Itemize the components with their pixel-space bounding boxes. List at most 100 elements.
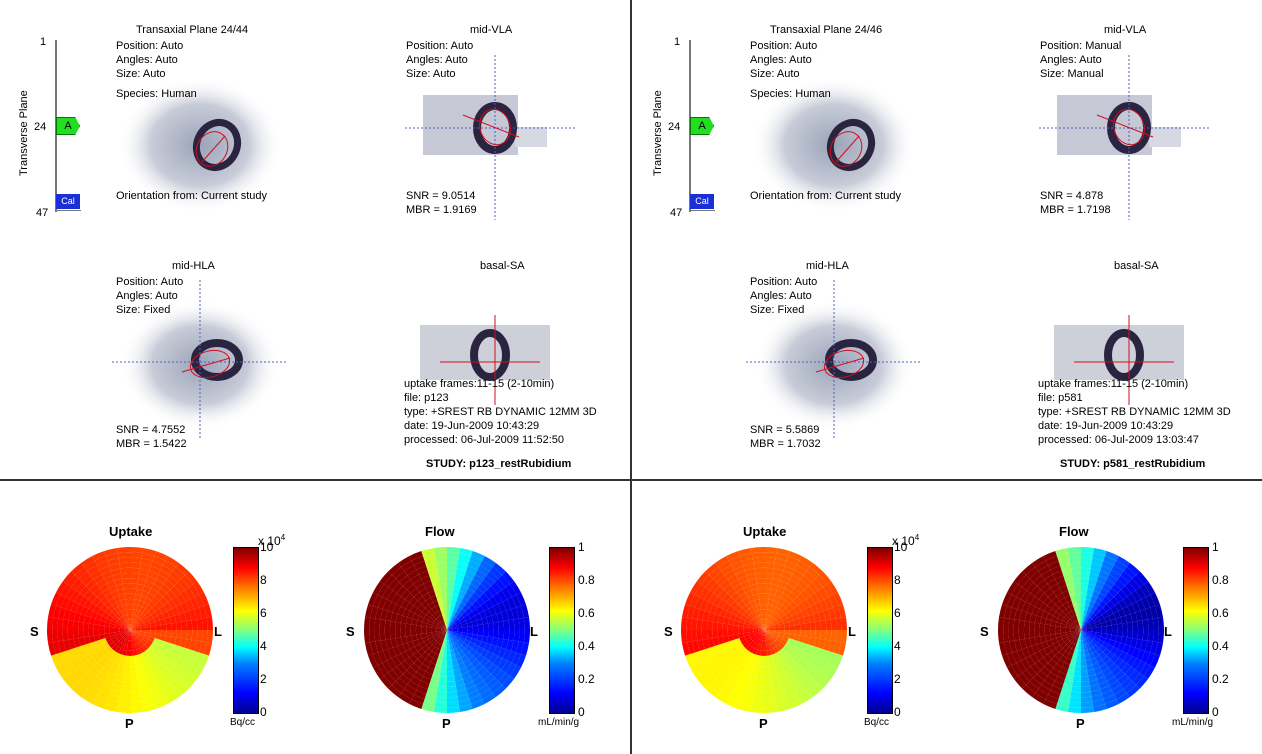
polar-segment [1055,630,1061,635]
polar-segment [180,647,190,659]
polar-segment [800,575,812,586]
polar-segment [701,620,708,630]
polar-segment [100,638,107,645]
polar-segment [474,588,484,597]
polar-segment [1131,590,1142,602]
polar-segment [1080,630,1081,636]
polar-segment [1081,665,1088,672]
polar-segment [451,630,458,634]
polar-segment [783,565,795,575]
polar-segment [1081,635,1083,641]
polar-segment [440,644,445,651]
polar-segment [761,630,764,635]
polar-segment [1079,624,1081,630]
polar-segment [442,655,447,662]
polar-segment [130,645,134,651]
polar-segment [1114,648,1123,658]
polar-segment [99,685,111,695]
polar-segment [396,663,407,675]
polar-segment [149,565,161,575]
polar-segment [159,605,167,614]
polar-segment [1068,619,1074,624]
polar-segment [105,636,112,642]
polar-segment [128,619,130,625]
polar-segment [699,599,709,611]
polar-segment [65,587,76,600]
polar-segment [130,588,137,595]
polar-segment [764,676,773,682]
polar-segment [155,676,167,686]
polar-segment [767,622,773,627]
polar-segment [1110,596,1119,606]
polar-segment [134,610,140,617]
polar-segment [447,625,451,630]
polar-segment [51,592,61,606]
transaxial-image [118,77,282,213]
polar-segment [138,684,150,692]
polar-segment [448,614,452,621]
polar-segment [738,704,752,712]
polar-segment [75,604,84,614]
polar-segment [1038,565,1051,576]
polar-segment [755,676,764,682]
polar-segment [447,547,460,554]
polar-segment [476,646,484,655]
slider-marker-a[interactable]: A [56,117,80,135]
polar-segment [471,551,485,561]
polar-segment [426,642,433,649]
slider-axis-label: Transverse Plane [652,90,664,176]
polar-segment [747,657,755,665]
slider-marker-cal[interactable]: Cal [690,194,714,209]
polar-segment [794,583,805,594]
polar-segment [162,641,170,649]
polar-segment [784,560,797,570]
polar-segment [767,604,773,611]
polar-segment [99,583,109,593]
polar-segment [1081,628,1087,630]
polar-segment [745,617,752,623]
polar-segment [1113,641,1121,649]
slider-marker-cal[interactable]: Cal [56,194,80,209]
polar-segment [401,688,415,700]
polar-segment [114,627,120,630]
polar-segment [486,636,494,645]
polar-segment [738,633,745,639]
polar-segment [395,677,408,689]
polar-segment [400,589,411,600]
polar-segment [427,620,434,626]
polar-segment [745,609,752,616]
sa-processed: processed: 06-Jul-2009 13:03:47 [1038,434,1199,446]
polar-segment [1061,634,1068,640]
polar-segment [1059,666,1069,675]
polar-segment [65,660,76,673]
polar-segment [497,658,508,670]
polar-segment [1041,641,1049,649]
polar-segment [88,602,97,612]
polar-segment [94,634,101,642]
polar-segment [1011,584,1023,598]
polar-segment [426,626,432,630]
horizontal-divider [0,479,1262,481]
polar-segment [1078,625,1081,630]
polar-segment [400,615,408,624]
polar-segment [181,630,188,639]
polar-segment [421,652,429,660]
polar-segment [759,626,764,630]
polar-segment [437,616,443,622]
polar-segment [1084,639,1089,645]
polar-segment [63,639,71,651]
polar-segment [89,666,100,677]
polar-segment [726,654,735,664]
polar-segment [421,600,429,608]
polar-segment [706,621,713,630]
polar-segment [1096,626,1102,630]
polar-segment [1110,634,1117,642]
polar-segment [138,568,150,576]
colorbar-tick: 0 [1212,705,1219,719]
polar-segment [99,620,106,626]
slider-marker-a[interactable]: A [690,117,714,135]
polar-segment [786,648,794,656]
polar-segment [186,630,193,640]
polar-segment [120,567,130,574]
polar-segment [421,548,435,556]
